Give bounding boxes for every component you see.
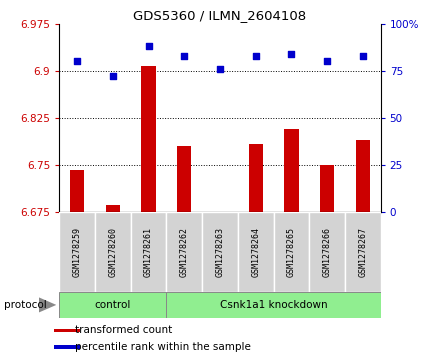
Text: GSM1278259: GSM1278259 (73, 227, 82, 277)
Bar (131, 212, 166, 292)
Bar (213, 212, 227, 217)
Bar (70, 170, 84, 212)
Bar (177, 146, 191, 212)
Point (323, 58, 330, 64)
Bar (356, 140, 370, 212)
Point (216, 66, 224, 72)
Bar (238, 212, 274, 292)
Bar (249, 144, 263, 212)
Bar (166, 212, 202, 292)
Text: transformed count: transformed count (75, 325, 172, 335)
Text: GSM1278263: GSM1278263 (216, 227, 224, 277)
Point (288, 51, 295, 57)
Bar (54, 329, 81, 332)
Text: GSM1278265: GSM1278265 (287, 227, 296, 277)
Bar (320, 165, 334, 212)
Text: percentile rank within the sample: percentile rank within the sample (75, 342, 251, 352)
Bar (345, 212, 381, 292)
Point (252, 53, 259, 58)
Point (74, 58, 81, 64)
Point (359, 53, 366, 58)
Bar (202, 212, 238, 292)
Bar (284, 129, 298, 212)
Bar (106, 205, 120, 212)
Text: control: control (95, 300, 131, 310)
Point (181, 53, 188, 58)
Text: GSM1278260: GSM1278260 (108, 227, 117, 277)
Text: GSM1278266: GSM1278266 (323, 227, 332, 277)
Text: GSM1278262: GSM1278262 (180, 227, 189, 277)
Text: GSM1278261: GSM1278261 (144, 227, 153, 277)
Bar (54, 345, 81, 349)
Text: Csnk1a1 knockdown: Csnk1a1 knockdown (220, 300, 327, 310)
Polygon shape (39, 297, 56, 313)
Bar (59, 212, 95, 292)
Text: GSM1278264: GSM1278264 (251, 227, 260, 277)
Bar (309, 212, 345, 292)
Bar (142, 66, 156, 212)
Text: protocol: protocol (4, 300, 47, 310)
Point (145, 43, 152, 49)
Bar (274, 212, 309, 292)
Bar (95, 212, 131, 292)
Text: GSM1278267: GSM1278267 (358, 227, 367, 277)
Bar (59, 292, 166, 318)
Point (110, 74, 117, 79)
Bar (166, 292, 381, 318)
Title: GDS5360 / ILMN_2604108: GDS5360 / ILMN_2604108 (133, 9, 307, 23)
